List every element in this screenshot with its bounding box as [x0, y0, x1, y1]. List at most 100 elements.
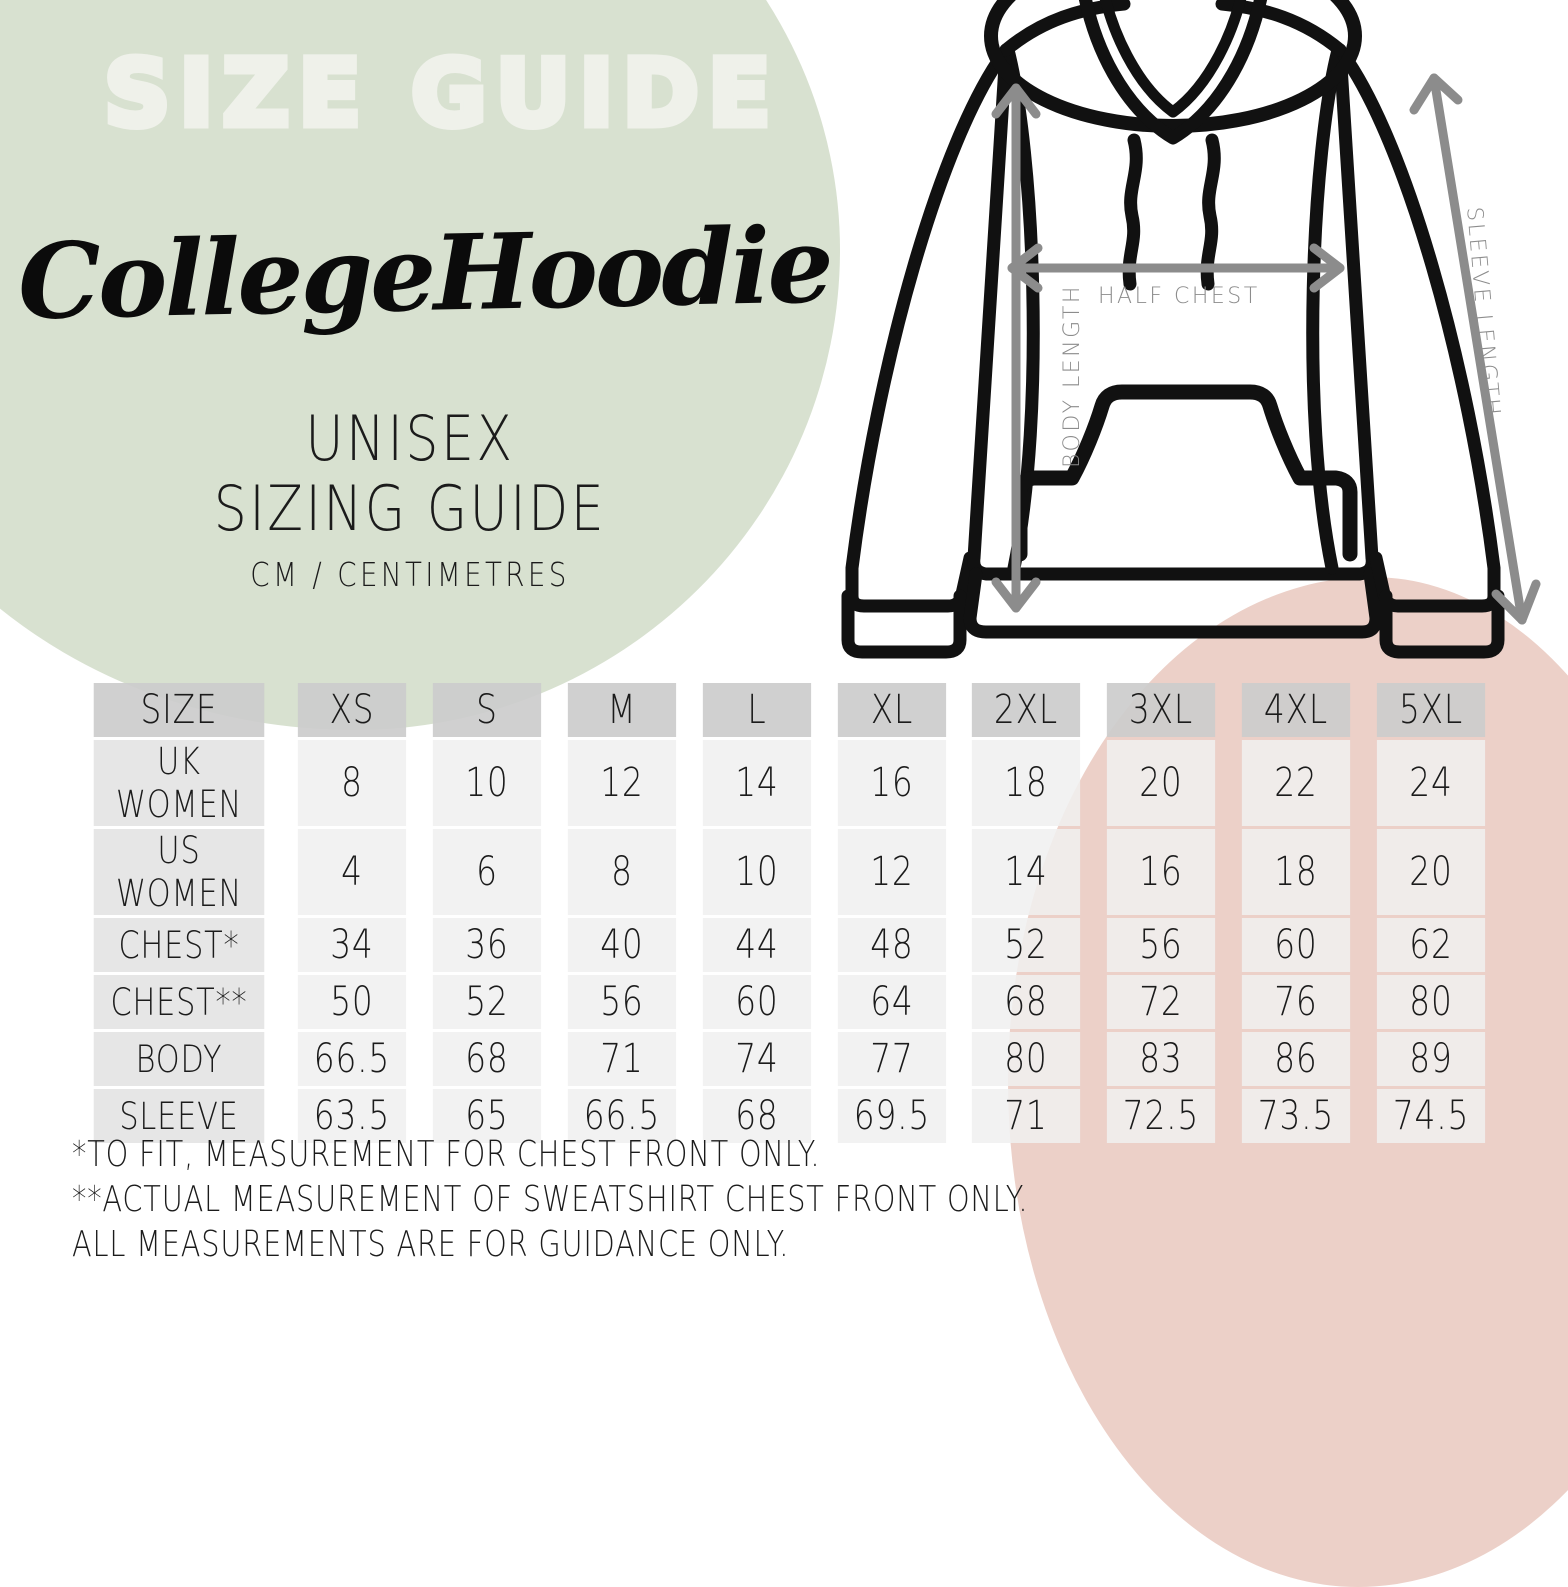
- table-cell: 8: [567, 829, 676, 915]
- footnote-line: **ACTUAL MEASUREMENT OF SWEATSHIRT CHEST…: [72, 1178, 1029, 1220]
- sleeve-length-arrow-head-top: [1409, 73, 1463, 115]
- row-label: CHEST*: [93, 918, 265, 972]
- table-cell: 73.5: [1241, 1089, 1351, 1143]
- table-cell: 64: [837, 975, 946, 1029]
- measurement-arrows: [991, 73, 1541, 625]
- table-cell: 66.5: [297, 1032, 407, 1086]
- column-header-2xl: 2XL: [972, 683, 1081, 737]
- table-cell: 6: [432, 829, 541, 915]
- table-cell: 65: [432, 1089, 541, 1143]
- table-cell: 10: [702, 829, 811, 915]
- drawstring-left: [1122, 133, 1143, 291]
- row-label: SLEEVE: [93, 1089, 265, 1143]
- table-header-row: SIZE XS S M L XL 2XL 3XL 4XL 5XL: [75, 683, 1497, 737]
- table-cell: 74: [702, 1032, 811, 1086]
- table-cell: 22: [1241, 740, 1351, 826]
- table-row: US WOMEN 4 6 8 10 12 14 16 18 20: [75, 829, 1497, 915]
- row-label: BODY: [93, 1032, 265, 1086]
- table-cell: 8: [297, 740, 407, 826]
- table-cell: 44: [702, 918, 811, 972]
- half-chest-arrow-head-left: [1007, 243, 1043, 293]
- subtitle-units: CM / CENTIMETRES: [250, 555, 570, 594]
- sleeve-length-arrow-line: [1429, 73, 1527, 625]
- column-header-l: L: [702, 683, 811, 737]
- table-cell: 4: [297, 829, 407, 915]
- row-label: UK WOMEN: [93, 740, 265, 826]
- footnotes-block: *TO FIT, MEASUREMENT FOR CHEST FRONT ONL…: [72, 1134, 1267, 1268]
- half-chest-arrow-head-right: [1309, 243, 1345, 293]
- table-cell: 20: [1376, 829, 1486, 915]
- table-cell: 14: [702, 740, 811, 826]
- table-cell: 71: [972, 1089, 1081, 1143]
- hoodie-illustration: [820, 0, 1568, 672]
- table-cell: 48: [837, 918, 946, 972]
- table-cell: 80: [1376, 975, 1486, 1029]
- table-cell: 74.5: [1376, 1089, 1486, 1143]
- table-cell: 10: [432, 740, 541, 826]
- subtitle-sizing-guide: SIZING GUIDE: [213, 472, 607, 545]
- half-chest-label: HALF CHEST: [1098, 284, 1260, 309]
- footnote-line: *TO FIT, MEASUREMENT FOR CHEST FRONT ONL…: [72, 1134, 821, 1175]
- table-cell: 68: [432, 1032, 541, 1086]
- column-header-3xl: 3XL: [1107, 683, 1216, 737]
- table-cell: 20: [1107, 740, 1216, 826]
- table-cell: 72: [1107, 975, 1216, 1029]
- table-row: UK WOMEN 8 10 12 14 16 18 20 22 24: [75, 740, 1497, 826]
- kangaroo-pocket: [1012, 384, 1358, 562]
- table-row: SLEEVE 63.5 65 66.5 68 69.5 71 72.5 73.5 74.5: [75, 1089, 1497, 1143]
- table-cell: 62: [1376, 918, 1486, 972]
- table-cell: 66.5: [567, 1089, 676, 1143]
- table-cell: 24: [1376, 740, 1486, 826]
- table-row: BODY 66.5 68 71 74 77 80 83 86 89: [75, 1032, 1497, 1086]
- row-label: US WOMEN: [93, 829, 265, 915]
- table-cell: 69.5: [837, 1089, 946, 1143]
- hero-text-block: SIZE GUIDE CollegeHoodie UNISEX SIZING G…: [0, 0, 832, 660]
- brand-logo-text: CollegeHoodie: [16, 203, 832, 344]
- column-header-m: M: [567, 683, 676, 737]
- column-header-4xl: 4XL: [1241, 683, 1351, 737]
- table-cell: 60: [1241, 918, 1351, 972]
- hood-lining: [1100, 0, 1246, 118]
- hood-inner-v: [1079, 0, 1267, 145]
- column-header-xs: XS: [297, 683, 407, 737]
- table-cell: 80: [972, 1032, 1081, 1086]
- table-cell: 34: [297, 918, 407, 972]
- table-cell: 52: [432, 975, 541, 1029]
- size-chart-table: SIZE XS S M L XL 2XL 3XL 4XL 5XL UK WOMEN 8 10 12 14…: [72, 680, 1500, 1146]
- table-cell: 56: [1107, 918, 1216, 972]
- table-row: CHEST** 50 52 56 60 64 68 72 76 80: [75, 975, 1497, 1029]
- column-header-5xl: 5XL: [1376, 683, 1486, 737]
- table-cell: 89: [1376, 1032, 1486, 1086]
- hood-outline: [984, 0, 1362, 133]
- sleeve-length-arrow-head-bottom: [1491, 579, 1541, 625]
- table-body: UK WOMEN 8 10 12 14 16 18 20 22 24 US WOMEN 4 6 8 10 12…: [75, 740, 1497, 1143]
- table-cell: 56: [567, 975, 676, 1029]
- table-cell: 68: [972, 975, 1081, 1029]
- hoodie-outline-paths: [841, 0, 1505, 659]
- column-header-xl: XL: [837, 683, 946, 737]
- table-head: SIZE XS S M L XL 2XL 3XL 4XL 5XL: [75, 683, 1497, 737]
- column-header-s: S: [432, 683, 541, 737]
- table-cell: 68: [702, 1089, 811, 1143]
- size-guide-wordmark: SIZE GUIDE: [101, 40, 780, 147]
- table-row: CHEST* 34 36 40 44 48 52 56 60 62: [75, 918, 1497, 972]
- subtitle-unisex: UNISEX: [305, 402, 515, 475]
- table-cell: 12: [567, 740, 676, 826]
- footnote-line: ALL MEASUREMENTS ARE FOR GUIDANCE ONLY.: [72, 1223, 790, 1265]
- table-cell: 76: [1241, 975, 1351, 1029]
- table-cell: 40: [567, 918, 676, 972]
- table-cell: 36: [432, 918, 541, 972]
- table-cell: 18: [1241, 829, 1351, 915]
- table-cell: 16: [1107, 829, 1216, 915]
- table-cell: 60: [702, 975, 811, 1029]
- table-cell: 14: [972, 829, 1081, 915]
- drawstring-right: [1200, 133, 1221, 291]
- table-cell: 83: [1107, 1032, 1216, 1086]
- body-length-arrow-head-top: [991, 83, 1041, 119]
- table-cell: 77: [837, 1032, 946, 1086]
- table-cell: 16: [837, 740, 946, 826]
- table-cell: 52: [972, 918, 1081, 972]
- body-length-arrow-head-bottom: [991, 577, 1041, 613]
- table-cell: 63.5: [297, 1089, 407, 1143]
- table-cell: 12: [837, 829, 946, 915]
